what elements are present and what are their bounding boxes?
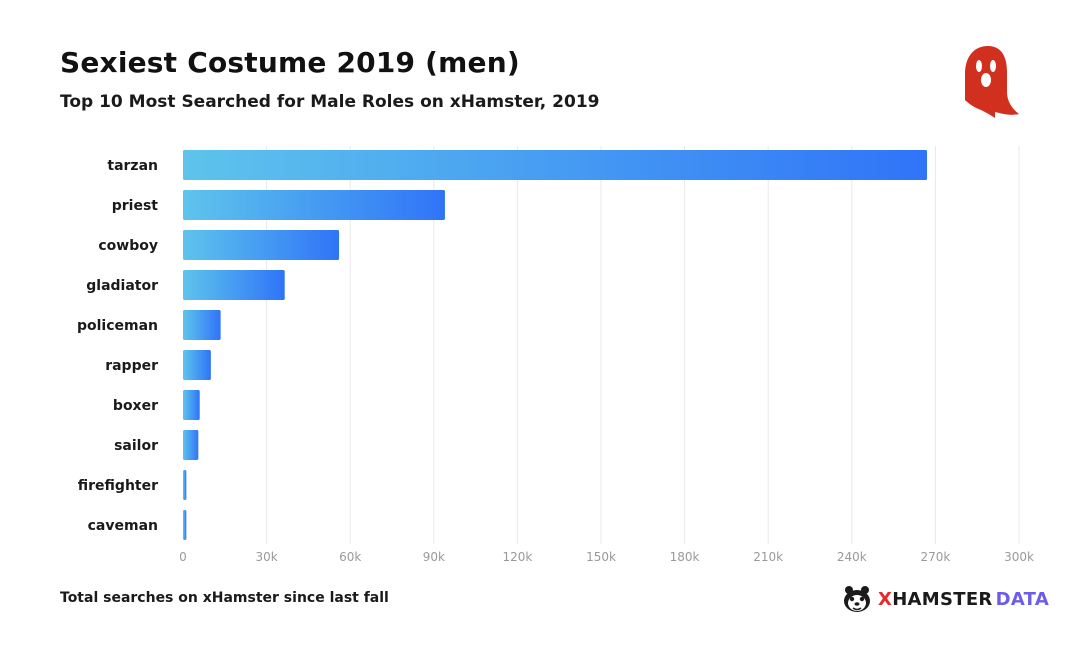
brand-x: X <box>878 588 893 610</box>
category-label: rapper <box>105 358 158 374</box>
x-tick-label: 270k <box>920 550 950 564</box>
bar-gladiator <box>183 270 285 300</box>
category-label: priest <box>112 198 159 214</box>
x-tick-label: 210k <box>753 550 783 564</box>
hamster-face-icon <box>844 586 870 612</box>
x-tick-label: 300k <box>1004 550 1034 564</box>
bar-policeman <box>183 310 221 340</box>
category-label: sailor <box>114 438 158 454</box>
x-tick-label: 60k <box>339 550 361 564</box>
category-label: tarzan <box>107 158 158 174</box>
x-tick-label: 120k <box>502 550 532 564</box>
bars <box>183 150 928 540</box>
category-label: firefighter <box>78 478 158 494</box>
brand-data: DATA <box>995 588 1050 610</box>
category-label: caveman <box>88 518 158 534</box>
x-tick-label: 150k <box>586 550 616 564</box>
bar-cowboy <box>183 230 340 260</box>
x-tick-label: 0 <box>179 550 187 564</box>
x-tick-label: 240k <box>837 550 867 564</box>
x-axis-ticks: 0 30k 60k 90k 120k 150k 180k 210k 240k 270k 300k <box>179 550 1034 564</box>
chart-title: Sexiest Costume 2019 (men) <box>60 46 520 79</box>
brand-logo: XHAMSTER DATA <box>842 584 1049 614</box>
x-tick-label: 180k <box>670 550 700 564</box>
category-label: cowboy <box>98 238 158 254</box>
bar-chart: tarzan priest cowboy gladiator policeman rapp… <box>77 146 1034 564</box>
category-label: boxer <box>113 398 158 414</box>
bar-priest <box>183 190 445 220</box>
bar-sailor <box>183 430 199 460</box>
category-label: gladiator <box>86 278 158 294</box>
x-tick-label: 90k <box>423 550 445 564</box>
bar-tarzan <box>183 150 928 180</box>
x-tick-label: 30k <box>255 550 277 564</box>
footnote: Total searches on xHamster since last fa… <box>60 590 389 606</box>
category-labels: tarzan priest cowboy gladiator policeman rapp… <box>77 158 158 534</box>
chart-subtitle: Top 10 Most Searched for Male Roles on x… <box>60 92 600 112</box>
category-label: policeman <box>77 318 158 334</box>
bar-boxer <box>183 390 200 420</box>
bar-caveman <box>183 510 187 540</box>
bar-rapper <box>183 350 211 380</box>
brand-name: XHAMSTER DATA <box>878 589 1049 610</box>
brand-hamster: HAMSTER <box>892 588 993 610</box>
bar-firefighter <box>183 470 187 500</box>
ghost-icon <box>965 46 1019 118</box>
